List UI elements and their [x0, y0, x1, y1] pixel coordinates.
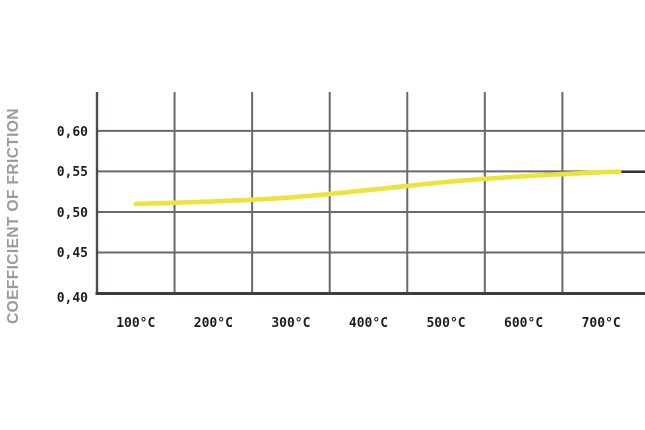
y-tick-label: 0,50: [56, 205, 88, 221]
friction-series-line: [133, 169, 622, 207]
y-tick-label: 0,60: [56, 124, 88, 140]
y-tick-label: 0,45: [56, 246, 88, 262]
x-tick-label: 300°C: [271, 316, 311, 331]
x-tick-label: 200°C: [193, 316, 233, 331]
y-tick-label: 0,55: [56, 165, 88, 181]
x-tick-label: 100°C: [116, 316, 156, 331]
y-tick-label: 0,40: [56, 291, 88, 306]
x-tick-label: 400°C: [348, 316, 389, 331]
x-tick-label: 500°C: [426, 316, 466, 331]
x-tick-label: 700°C: [581, 316, 621, 331]
x-tick-label: 600°C: [504, 316, 544, 331]
